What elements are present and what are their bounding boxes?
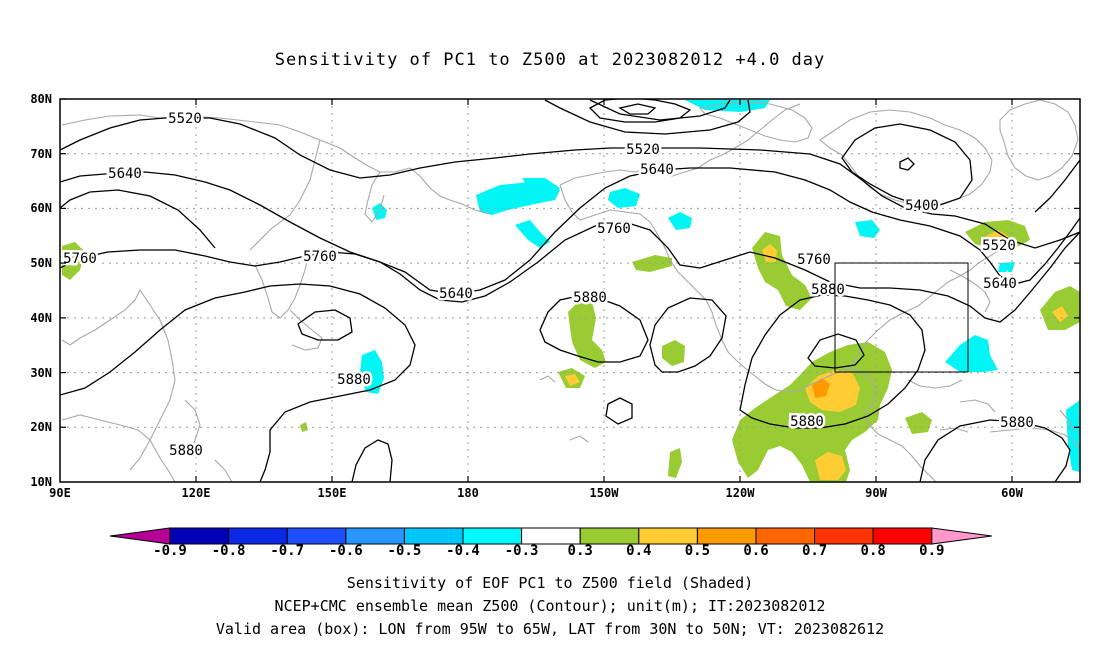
contour-label: 5880 xyxy=(169,443,203,459)
lat-tick-label: 30N xyxy=(30,366,52,380)
positive-sensitivity-areas xyxy=(62,220,1080,482)
colorbar-label: 0.9 xyxy=(919,543,945,559)
sensitivity-shading xyxy=(62,100,1080,482)
colorbar xyxy=(109,527,992,545)
contour-label: 5760 xyxy=(597,221,631,237)
colorbar-cell xyxy=(286,527,347,545)
colorbar-cell xyxy=(345,527,405,545)
map-frame xyxy=(59,98,1081,483)
contour-label: 5520 xyxy=(982,238,1016,254)
colorbar-cell xyxy=(109,527,171,545)
contour-label: 5640 xyxy=(108,166,142,182)
colorbar-cell xyxy=(872,527,933,545)
caption-line-3: Valid area (box): LON from 95W to 65W, L… xyxy=(215,620,885,638)
colorbar-label: 0.3 xyxy=(567,543,593,559)
lat-tick-label: 70N xyxy=(30,147,52,161)
z500-contours xyxy=(60,99,1080,482)
contour-label: 5760 xyxy=(303,249,337,265)
lon-tick-label: 180 xyxy=(457,486,479,500)
lon-tick-label: 90E xyxy=(49,486,71,500)
colorbar-label: 0.8 xyxy=(860,543,886,559)
graticule xyxy=(60,99,1080,482)
lon-tick-label: 120E xyxy=(181,486,211,500)
colorbar-cell xyxy=(814,527,874,545)
lon-tick-label: 120W xyxy=(725,486,755,500)
contour-label: 5760 xyxy=(797,252,831,268)
colorbar-label: -0.7 xyxy=(270,543,305,559)
contour-label: 5520 xyxy=(626,142,660,158)
colorbar-label: -0.6 xyxy=(328,543,363,559)
lat-tick-label: 40N xyxy=(30,311,52,325)
contour-label: 5880 xyxy=(790,414,824,430)
colorbar-label: -0.4 xyxy=(446,543,480,559)
lat-tick-label: 20N xyxy=(30,420,52,434)
contour-label: 5640 xyxy=(983,276,1017,292)
contour-label: 5400 xyxy=(905,198,939,214)
tick-marks xyxy=(60,98,1080,482)
lat-tick-label: 10N xyxy=(30,475,52,489)
colorbar-cell xyxy=(521,527,581,545)
colorbar-label: -0.5 xyxy=(387,543,422,559)
caption-line-1: Sensitivity of EOF PC1 to Z500 field (Sh… xyxy=(346,574,754,592)
colorbar-cell xyxy=(638,527,698,545)
contour-label: 5880 xyxy=(811,282,845,298)
lon-tick-label: 150E xyxy=(317,486,347,500)
contour-label: 5640 xyxy=(439,286,473,302)
colorbar-cell xyxy=(696,527,757,545)
colorbar-cell xyxy=(228,527,288,545)
plot-title: Sensitivity of PC1 to Z500 at 2023082012… xyxy=(274,50,826,70)
valid-area-box xyxy=(834,262,969,373)
colorbar-cell xyxy=(931,527,992,545)
contour-label: 5880 xyxy=(573,290,607,306)
contour-label: 5520 xyxy=(168,111,202,127)
colorbar-cell xyxy=(169,527,230,545)
colorbar-label: 0.6 xyxy=(743,543,769,559)
colorbar-cell xyxy=(462,527,523,545)
colorbar-label: -0.9 xyxy=(153,543,187,559)
colorbar-cell xyxy=(403,527,464,545)
negative-sensitivity-areas xyxy=(360,100,1080,472)
colorbar-label: 0.7 xyxy=(801,543,828,559)
lat-tick-label: 80N xyxy=(30,92,52,106)
coastlines xyxy=(61,99,1080,482)
lat-tick-label: 60N xyxy=(30,201,52,215)
contour-label: 5880 xyxy=(337,372,371,388)
lon-tick-label: 60W xyxy=(1001,486,1023,500)
contour-label: 5640 xyxy=(640,162,674,178)
lon-tick-label: 150W xyxy=(589,486,619,500)
colorbar-label: -0.8 xyxy=(211,543,246,559)
colorbar-cell xyxy=(755,527,816,545)
contour-label-group: 5520 5520 5640 5640 5640 5640 5760 5760 … xyxy=(61,109,1037,462)
lat-tick-label: 50N xyxy=(30,256,52,270)
colorbar-cell xyxy=(579,527,640,545)
contour-label: 5760 xyxy=(63,251,97,267)
contour-label: 5880 xyxy=(1000,415,1034,431)
caption-line-2: NCEP+CMC ensemble mean Z500 (Contour); u… xyxy=(274,597,826,615)
colorbar-label: 0.4 xyxy=(626,543,652,559)
colorbar-label: -0.3 xyxy=(504,543,539,559)
lon-tick-label: 90W xyxy=(865,486,887,500)
colorbar-label: 0.5 xyxy=(684,543,711,559)
